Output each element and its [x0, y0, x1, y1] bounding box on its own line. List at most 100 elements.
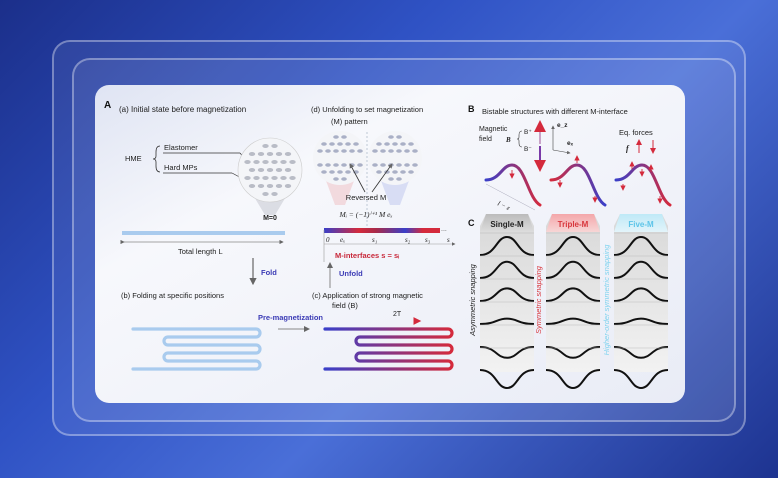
magnetic-particles [244, 144, 296, 196]
snapping-mode-label: Asymmetric snapping [468, 263, 477, 337]
particle [253, 176, 260, 180]
particle [248, 152, 256, 156]
particle [408, 142, 414, 146]
particle [280, 176, 287, 180]
particle [321, 170, 327, 174]
snapshot-beam [479, 317, 535, 325]
triple-m-curve [549, 163, 607, 207]
particle [325, 149, 331, 153]
particle [289, 160, 296, 164]
folded-strip [131, 327, 262, 371]
panel-b-title: Bistable structures with different M-int… [482, 107, 628, 116]
photo-strip [480, 214, 534, 372]
snapshot-beam [613, 317, 669, 325]
s-axis-label: eₓ [340, 236, 345, 244]
particle [266, 168, 274, 172]
particle [257, 168, 265, 172]
particle [337, 142, 343, 146]
particle [380, 149, 386, 153]
bistable-curves [484, 163, 672, 207]
particle [317, 149, 323, 153]
column-header-bg [480, 214, 534, 232]
particle [262, 192, 269, 196]
snapshot-beam [613, 369, 669, 390]
particle [341, 163, 347, 167]
snapshot-beam [479, 369, 535, 390]
magnetization-bar [324, 228, 440, 233]
eq-forces-label: Eq. forces [619, 128, 653, 137]
particle [384, 142, 390, 146]
particle [271, 160, 278, 164]
column-single-m: Single-M [479, 214, 535, 390]
hme-label: HME [125, 154, 142, 163]
particle [412, 149, 418, 153]
snapshot-beam [545, 346, 601, 359]
snapping-mode-label: Higher-order symmetric snapping [602, 244, 611, 356]
particle [345, 170, 351, 174]
particle [266, 152, 274, 156]
force-arrows [509, 155, 663, 204]
particle [400, 170, 406, 174]
hme-brace [152, 145, 161, 173]
field-label: field [479, 136, 492, 143]
b-symbol: B [505, 136, 511, 144]
particle [275, 168, 283, 172]
s-axis-label: 0 [326, 236, 330, 244]
particle [271, 144, 278, 148]
fold-label: Fold [261, 268, 277, 277]
ellipsis: ... [441, 226, 447, 233]
b-minus: B⁻ [524, 146, 532, 153]
particle [345, 142, 351, 146]
particle [396, 177, 402, 181]
particle [253, 160, 260, 164]
particle [396, 149, 402, 153]
particle [244, 176, 251, 180]
particle [271, 176, 278, 180]
s-axis-labels: 0 eₓ s₁ s₂ s₃ s [326, 236, 450, 244]
column-header: Single-M [490, 220, 524, 229]
m-zero-label: M=0 [263, 215, 277, 222]
particle [388, 177, 394, 181]
particle [329, 170, 335, 174]
particle [408, 170, 414, 174]
particle [275, 152, 283, 156]
particle [376, 170, 382, 174]
particle [321, 142, 327, 146]
pre-magnetization-label: Pre-magnetization [258, 313, 323, 322]
ez-label: e_z [557, 122, 568, 129]
particle [271, 192, 278, 196]
particle [257, 152, 265, 156]
particle [337, 170, 343, 174]
magnetic-particles [317, 135, 418, 181]
step-b-title: (b) Folding at specific positions [121, 291, 224, 300]
particle [333, 163, 339, 167]
particle [357, 149, 363, 153]
particle [248, 168, 256, 172]
photo-strip [614, 214, 668, 372]
panel-c-label: C [468, 218, 475, 228]
particle [248, 184, 256, 188]
snapshot-beam [479, 346, 535, 359]
particle [372, 163, 378, 167]
step-d-title-2: (M) pattern [331, 117, 368, 126]
step-a-title: (a) Initial state before magnetization [119, 105, 246, 114]
particle [284, 152, 292, 156]
hard-mps-label: Hard MPs [164, 163, 198, 172]
particle [372, 149, 378, 153]
particle [341, 177, 347, 181]
field-strength-label: 2T [393, 311, 402, 318]
particle [275, 184, 283, 188]
magnetization-formula: Mᵢ = (−1)ⁱ⁺¹ M eₓ [338, 210, 392, 219]
snapshot-beam [613, 346, 669, 359]
particle [396, 163, 402, 167]
particle [380, 163, 386, 167]
particle [280, 160, 287, 164]
column-header-bg [614, 214, 668, 232]
step-c-title: (c) Application of strong magnetic [312, 291, 423, 300]
panel-a-label: A [104, 100, 111, 111]
particle [289, 176, 296, 180]
reversed-m-label: Reversed M [346, 193, 386, 202]
elastomer-label: Elastomer [164, 143, 198, 152]
magnetized-folded-strip [323, 327, 454, 371]
